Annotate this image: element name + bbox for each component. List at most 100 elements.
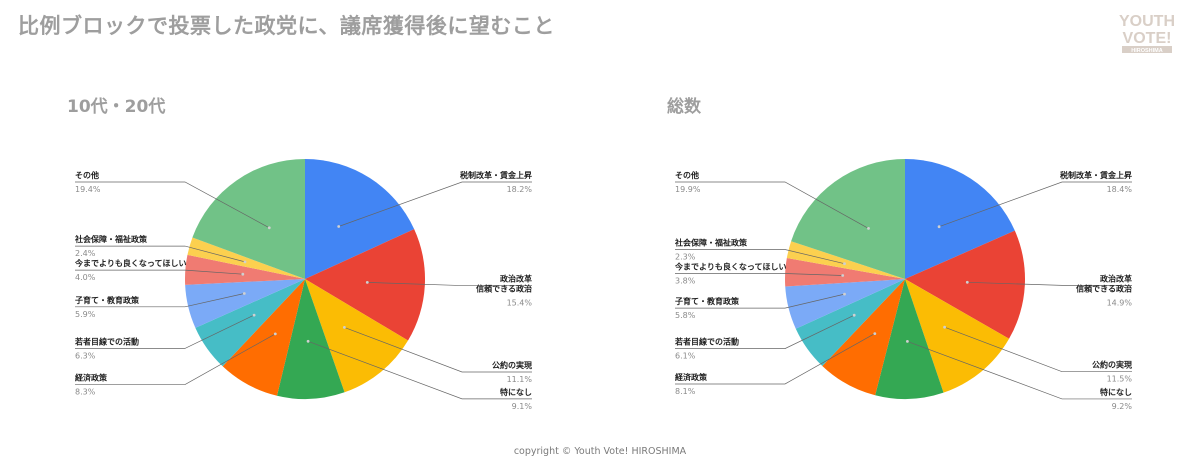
slice-label: その他 [675,170,699,180]
pie-slice [305,229,426,341]
pie-slice [795,279,905,366]
slice-value-label: 18.4% [1107,185,1133,194]
leader-dot [943,325,946,329]
leader-dot [841,274,845,277]
slice-label: 特になし [1100,387,1132,397]
youth-vote-logo: YOUTH VOTE! HIROSHIMA [1119,13,1175,54]
slice-value-label: 4.0% [75,273,96,282]
leader-line [75,269,243,275]
leader-dot [873,332,877,335]
leader-dot [242,292,246,295]
pie-slice [185,279,305,328]
slice-label: 信頼できる政治 [1076,283,1132,293]
logo-line-3: HIROSHIMA [1131,48,1163,54]
chart-panel-total: 総数 税制改革・賃金上昇 18.4% 政治改革 信頼できる政治 14.9% 公約の実現 11… [600,0,1200,460]
slice-value-label: 3.8% [675,277,696,286]
slice-value-label: 2.4% [75,249,96,258]
pie-slice [875,279,944,399]
leader-dot [906,340,909,343]
slice-value-label: 19.4% [75,185,101,194]
leader-dot [852,313,856,317]
pie-slice [791,159,905,279]
pie-slice [822,279,905,396]
leader-line [675,181,869,229]
pie-slice [785,279,905,329]
slice-value-label: 6.1% [675,352,696,361]
pie-slice [305,279,409,393]
slice-value-label: 8.1% [675,387,696,396]
pie-slice [786,241,905,279]
leader-dot [965,280,969,284]
slice-value-label: 6.3% [75,351,96,360]
leader-line [675,293,845,309]
leader-line [944,326,1132,373]
leader-line [675,249,845,265]
slice-value-label: 9.1% [512,402,533,411]
logo-band [1122,46,1172,53]
slice-value-label: 8.3% [75,388,96,397]
slice-value-label: 9.2% [1112,402,1133,411]
slice-value-label: 11.5% [1107,375,1133,384]
leader-line [75,314,255,349]
slice-label: 公約の実現 [1092,360,1132,370]
pie-slice [222,279,305,396]
leader-line [338,181,532,227]
pie-slice [785,258,905,287]
slice-label: 政治改革 [500,274,532,284]
leader-dot [337,225,341,228]
leader-line [75,333,276,385]
slice-label: 経済政策 [75,373,108,383]
slice-value-label: 15.4% [507,299,533,308]
slice-label: 信頼できる政治 [476,284,532,294]
slice-value-label: 5.9% [75,310,96,319]
leader-line [75,293,245,308]
pie-slice [187,237,305,279]
chart-title-total: 総数 [667,97,701,117]
slice-value-label: 2.3% [675,253,696,262]
leader-line [907,341,1132,400]
leader-dot [252,313,256,317]
slice-value-label: 18.2% [507,185,533,194]
leader-line [344,327,532,373]
slice-label: 今までよりも良くなってほしい [74,258,186,268]
pie-slice [195,279,305,367]
leader-dot [867,227,870,230]
leader-line [367,282,532,286]
slice-value-label: 5.8% [675,311,696,320]
leader-line [938,181,1132,228]
slice-label: 若者目線での活動 [74,336,139,346]
leader-dot [843,262,846,266]
chart-title-youth: 10代・20代 [67,97,166,117]
slice-label: 社会保障・福祉政策 [74,234,148,244]
slice-label: 特になし [500,387,532,397]
leader-dot [843,292,846,296]
slice-label: 公約の実現 [492,360,532,370]
leader-line [675,273,843,276]
logo-line-1: YOUTH [1119,13,1175,30]
leader-dot [937,225,941,229]
pie-slice [277,279,345,400]
leader-dot [306,339,310,343]
slice-label: 税制改革・賃金上昇 [1060,170,1132,180]
leader-line [967,281,1132,286]
leader-line [675,333,875,385]
leader-dot [273,332,277,336]
leader-line [675,314,855,349]
leader-dot [365,281,369,284]
slice-label: 経済政策 [675,372,708,382]
copyright-footer: copyright © Youth Vote! HIROSHIMA [513,446,687,457]
leader-line [307,340,532,400]
leader-dot [243,260,247,264]
slice-value-label: 19.9% [675,185,701,194]
slice-label: 子育て・教育政策 [675,296,740,306]
leader-dot [267,226,271,230]
pie-slice [184,254,305,285]
slice-label: 若者目線での活動 [674,337,739,347]
slice-label: その他 [75,170,99,180]
page-title: 比例ブロックで投票した政党に、議席獲得後に望むこと [18,14,555,38]
slice-label: 税制改革・賃金上昇 [460,170,532,180]
slice-value-label: 11.1% [507,375,533,384]
pie-slice [905,279,1010,393]
